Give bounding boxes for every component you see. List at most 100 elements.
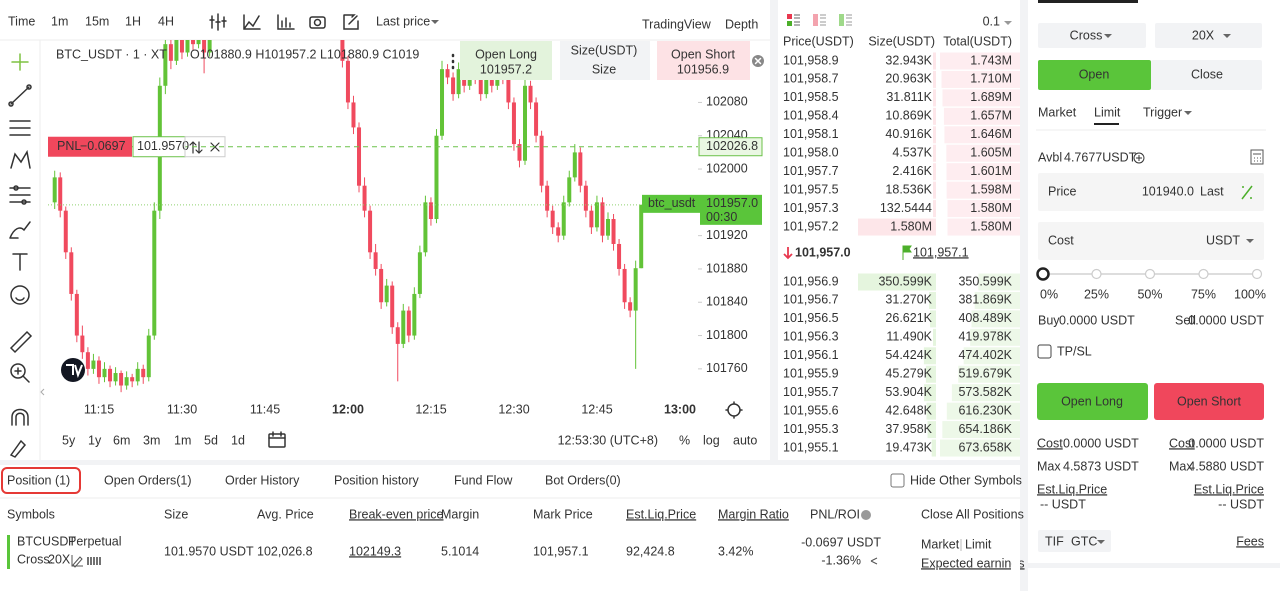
book-price[interactable]: 101,955.6	[783, 403, 839, 417]
book-total: 673.658K	[958, 440, 1012, 454]
candle-body	[611, 219, 616, 244]
order-type-tab[interactable]: Market	[1038, 105, 1077, 119]
ohlc: O101880.9 H101957.2 L101880.9 C1019	[190, 47, 419, 61]
book-price[interactable]: 101,956.1	[783, 348, 839, 362]
position-tab[interactable]: Open Orders(1)	[104, 473, 192, 487]
book-total: 1.601M	[970, 164, 1012, 178]
quick-size[interactable]	[560, 41, 650, 80]
range-button[interactable]: 1y	[88, 433, 102, 447]
last-button[interactable]: Last	[1200, 184, 1224, 198]
precision[interactable]: 0.1	[983, 14, 1000, 28]
book-last-price: 101,957.0	[795, 245, 851, 259]
slider-stop[interactable]	[1198, 268, 1209, 280]
book-price[interactable]: 101,958.0	[783, 146, 839, 160]
position-tab[interactable]: Order History	[225, 473, 300, 487]
pnl-action[interactable]	[184, 136, 226, 158]
scale-option[interactable]: log	[703, 433, 720, 447]
tif-select[interactable]	[1038, 530, 1111, 552]
position-tab[interactable]: Position (1)	[7, 473, 70, 487]
book-price[interactable]: 101,958.9	[783, 53, 839, 67]
scale-option[interactable]: auto	[733, 433, 757, 447]
book-price[interactable]: 101,957.7	[783, 164, 839, 178]
price-type[interactable]: Last price	[376, 14, 430, 28]
slider-stop[interactable]	[1036, 267, 1050, 281]
expected-earnings[interactable]: Expected earnings	[921, 556, 1025, 570]
range-button[interactable]: 5y	[62, 433, 76, 447]
book-price[interactable]: 101,955.3	[783, 422, 839, 436]
collapse[interactable]	[40, 388, 45, 396]
order-type-tab[interactable]: Limit	[1094, 105, 1121, 119]
open-long-button[interactable]	[1037, 383, 1148, 420]
book-price[interactable]: 101,955.1	[783, 440, 839, 454]
range-button[interactable]: 1m	[174, 433, 191, 447]
book-price[interactable]: 101,957.3	[783, 201, 839, 215]
book-price[interactable]: 101,957.2	[783, 219, 839, 233]
x-tick-label: 11:15	[84, 402, 114, 416]
range-button[interactable]: 5d	[204, 433, 218, 447]
order-type-tab[interactable]: Trigger	[1143, 105, 1182, 119]
book-price[interactable]: 101,955.7	[783, 385, 839, 399]
slider-stop[interactable]	[1144, 268, 1156, 280]
book-price[interactable]: 101,956.7	[783, 293, 839, 307]
percent-icon[interactable]	[1241, 185, 1253, 200]
price-input[interactable]	[1038, 173, 1264, 211]
open-short-button[interactable]	[1154, 383, 1264, 420]
position-tab[interactable]: Bot Orders(0)	[545, 473, 621, 487]
book-layout-icons[interactable]	[787, 14, 852, 26]
toolbar-icons[interactable]	[209, 13, 359, 31]
book-size: 54.424K	[885, 348, 932, 362]
leverage-select[interactable]	[1155, 23, 1262, 48]
candle-body	[179, 40, 184, 53]
book-price[interactable]: 101,958.1	[783, 127, 839, 141]
scale-option[interactable]: %	[679, 433, 690, 447]
interval-tab[interactable]: 4H	[158, 14, 174, 28]
close-tab[interactable]	[1151, 60, 1262, 90]
interval-tab[interactable]: 1m	[51, 14, 68, 28]
view-tab[interactable]: Depth	[725, 17, 758, 31]
chart-icons[interactable]	[189, 53, 764, 448]
book-price[interactable]: 101,957.5	[783, 182, 839, 196]
view-tab[interactable]: TradingView	[642, 17, 712, 31]
position-tab[interactable]: Position history	[334, 473, 420, 487]
column-header: Size(USDT)	[868, 34, 935, 48]
book-price[interactable]: 101,956.3	[783, 330, 839, 344]
total-depth-bar	[942, 89, 1020, 107]
slider-stop[interactable]	[1251, 268, 1263, 280]
quick-open-long[interactable]	[460, 41, 552, 80]
book-price[interactable]: 101,958.4	[783, 109, 839, 123]
hide-checkbox[interactable]	[890, 473, 905, 488]
margin-mode: Cross	[1070, 28, 1103, 42]
calculator-icon[interactable]	[1250, 149, 1264, 165]
quick-open-short[interactable]	[657, 41, 750, 80]
book-total: 1.657M	[970, 109, 1012, 123]
tpsl-checkbox[interactable]	[1037, 344, 1052, 359]
y-tick-label: 101920	[706, 228, 748, 242]
share-icon[interactable]	[870, 557, 878, 565]
book-price[interactable]: 101,955.9	[783, 367, 839, 381]
close-all[interactable]: Close All Positions	[921, 507, 1024, 521]
range-button[interactable]: 6m	[113, 433, 130, 447]
margin-mode-select[interactable]	[1038, 23, 1146, 48]
open-tab-label: Open	[1079, 67, 1110, 81]
book-price[interactable]: 101,956.5	[783, 311, 839, 325]
range-button[interactable]: 1d	[231, 433, 245, 447]
candle-body	[85, 352, 90, 369]
position-tab[interactable]: Fund Flow	[454, 473, 513, 487]
book-price[interactable]: 101,958.7	[783, 72, 839, 86]
slider-stop[interactable]	[1091, 268, 1102, 280]
book-price[interactable]: 101,956.9	[783, 274, 839, 288]
open-tab[interactable]	[1038, 60, 1151, 90]
column-header: Symbols	[7, 507, 55, 521]
book-price[interactable]: 101,958.5	[783, 90, 839, 104]
interval-tab[interactable]: 1H	[125, 14, 141, 28]
cost-input[interactable]	[1038, 222, 1264, 260]
close-market[interactable]: Market	[921, 537, 960, 551]
drawing-tools[interactable]	[8, 53, 33, 458]
range-button[interactable]: 3m	[143, 433, 160, 447]
interval-tab[interactable]: 15m	[85, 14, 109, 28]
edit-icon[interactable]	[71, 555, 83, 568]
candle-body	[600, 202, 605, 236]
fees-link[interactable]: Fees	[1236, 534, 1264, 548]
deposit-icon[interactable]	[1133, 152, 1145, 164]
close-limit[interactable]: Limit	[965, 537, 992, 551]
